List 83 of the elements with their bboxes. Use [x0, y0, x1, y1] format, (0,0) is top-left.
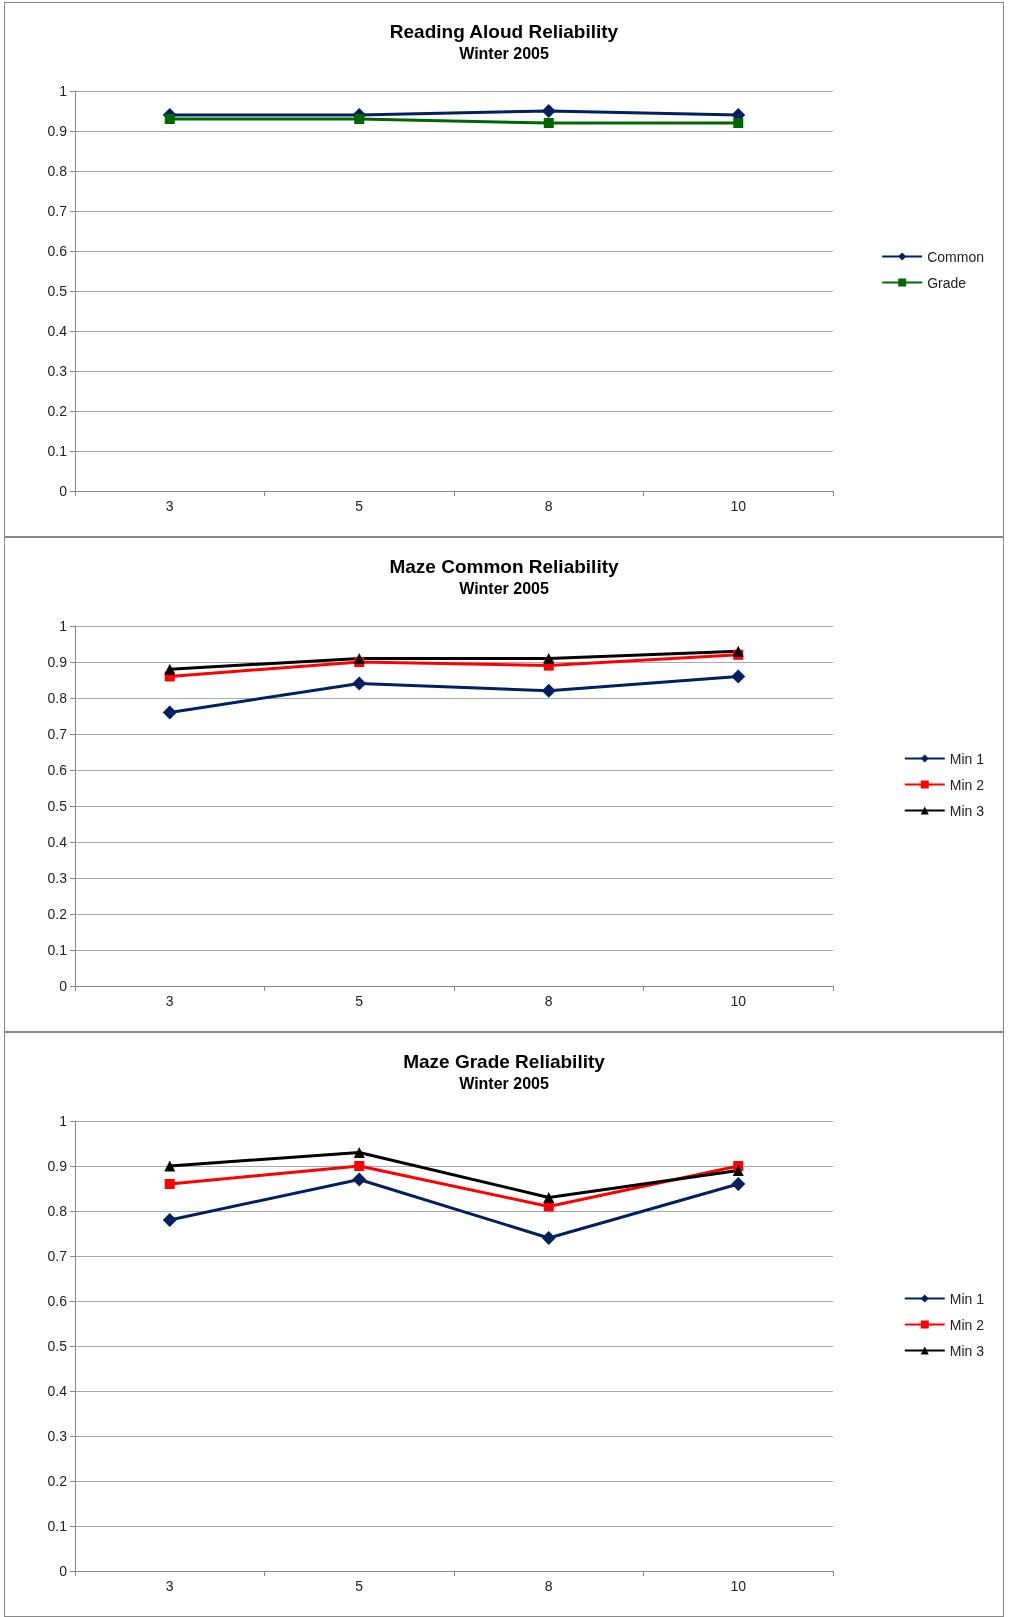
- y-tick-label: 0.9: [47, 654, 68, 670]
- point: [541, 683, 556, 698]
- y-tick-label: 0.1: [47, 942, 68, 958]
- y-tick-label: 1: [59, 83, 68, 99]
- point: [164, 114, 175, 124]
- x-tick-label: 3: [165, 993, 174, 1009]
- y-tick-label: 0.1: [47, 443, 68, 459]
- legend-label: Min 1: [949, 1290, 985, 1307]
- point: [164, 663, 176, 675]
- x-tick-label: 10: [730, 1578, 747, 1594]
- chart-title: Maze Common Reliability: [389, 556, 619, 577]
- x-tick-label: 8: [544, 498, 553, 514]
- chart-subtitle: Winter 2005: [459, 1074, 549, 1092]
- legend-label: Min 2: [949, 776, 985, 793]
- y-tick-label: 0.2: [47, 906, 68, 922]
- chart-subtitle: Winter 2005: [459, 579, 549, 597]
- x-tick-label: 10: [730, 498, 747, 514]
- legend-label: Min 3: [949, 1342, 985, 1359]
- y-tick-label: 0.6: [47, 243, 68, 259]
- point: [732, 1165, 744, 1176]
- y-tick-label: 0.6: [47, 762, 68, 778]
- x-tick-label: 10: [730, 993, 747, 1009]
- point: [541, 1231, 556, 1245]
- x-tick-label: 8: [544, 1578, 553, 1594]
- y-tick-label: 1: [59, 1113, 68, 1129]
- y-tick-label: 1: [59, 618, 68, 634]
- x-tick-label: 3: [165, 1578, 174, 1594]
- y-tick-label: 0.5: [47, 1338, 68, 1354]
- x-tick-label: 5: [355, 498, 364, 514]
- point: [543, 118, 554, 128]
- point: [164, 1160, 176, 1172]
- y-tick-label: 0: [59, 978, 68, 994]
- y-tick-label: 0.7: [47, 203, 68, 219]
- point: [352, 676, 367, 691]
- y-tick-label: 0.2: [47, 1473, 68, 1489]
- point: [354, 1161, 365, 1171]
- point: [543, 1201, 554, 1212]
- y-tick-label: 0.3: [47, 1428, 68, 1444]
- point: [353, 1147, 365, 1158]
- y-tick-label: 0.7: [47, 726, 68, 742]
- x-tick-label: 8: [544, 993, 553, 1009]
- legend-label: Min 3: [949, 802, 985, 819]
- y-tick-label: 0: [59, 483, 68, 499]
- y-tick-label: 0.7: [47, 1248, 68, 1264]
- y-tick-label: 0.1: [47, 1518, 68, 1534]
- y-tick-label: 0.4: [47, 1383, 68, 1399]
- point: [353, 652, 365, 664]
- point: [733, 118, 744, 128]
- y-tick-label: 0.5: [47, 798, 68, 814]
- x-tick-label: 5: [355, 993, 364, 1009]
- y-tick-label: 0.9: [47, 123, 68, 139]
- y-tick-label: 0.3: [47, 870, 68, 886]
- point: [731, 1177, 746, 1191]
- y-tick-label: 0.8: [47, 163, 68, 179]
- point: [164, 1179, 175, 1189]
- y-tick-label: 0.8: [47, 1203, 68, 1219]
- point: [162, 705, 177, 720]
- point: [732, 645, 744, 657]
- x-tick-label: 3: [165, 498, 174, 514]
- y-tick-label: 0.8: [47, 690, 68, 706]
- y-tick-label: 0.2: [47, 403, 68, 419]
- chart-title: Reading Aloud Reliability: [389, 21, 619, 42]
- legend-label: Grade: [927, 274, 967, 291]
- y-tick-label: 0.4: [47, 323, 68, 339]
- point: [354, 114, 365, 124]
- y-tick-label: 0.9: [47, 1158, 68, 1174]
- x-tick-label: 5: [355, 1578, 364, 1594]
- y-tick-label: 0.6: [47, 1293, 68, 1309]
- point: [162, 1213, 177, 1227]
- chart-subtitle: Winter 2005: [459, 44, 549, 62]
- point: [352, 1172, 367, 1187]
- point: [731, 669, 746, 684]
- y-tick-label: 0.4: [47, 834, 68, 850]
- legend-label: Min 1: [949, 750, 985, 767]
- legend-label: Min 2: [949, 1316, 985, 1333]
- y-tick-label: 0.3: [47, 363, 68, 379]
- point: [541, 104, 556, 118]
- y-tick-label: 0: [59, 1563, 68, 1579]
- y-tick-label: 0.5: [47, 283, 68, 299]
- chart-title: Maze Grade Reliability: [403, 1051, 606, 1072]
- legend-label: Common: [927, 248, 984, 265]
- point: [543, 1192, 555, 1203]
- point: [543, 652, 555, 664]
